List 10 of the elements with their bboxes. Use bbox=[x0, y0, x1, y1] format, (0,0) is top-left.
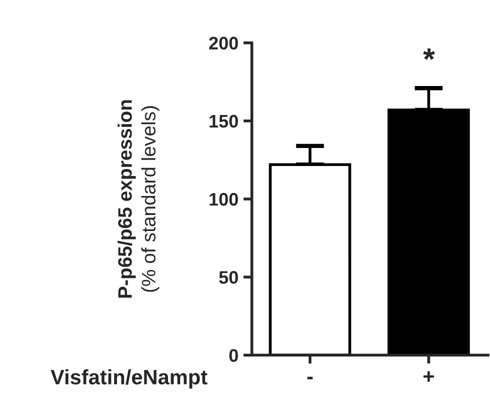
x-tick-label: - bbox=[307, 376, 313, 380]
y-tick-label: 200 bbox=[209, 36, 238, 50]
y-tick-label: 100 bbox=[210, 192, 238, 206]
annotation: * bbox=[423, 48, 435, 60]
x-axis-title: Visfatin/eNampt bbox=[50, 369, 208, 389]
x-tick-label: + bbox=[423, 371, 434, 382]
y-tick-label: 0 bbox=[229, 349, 238, 362]
y-tick-label: 50 bbox=[219, 271, 238, 284]
y-tick-label: 150 bbox=[210, 114, 238, 128]
y-axis-title: P-p65/p65 expression (% of standard levels) bbox=[118, 100, 160, 298]
